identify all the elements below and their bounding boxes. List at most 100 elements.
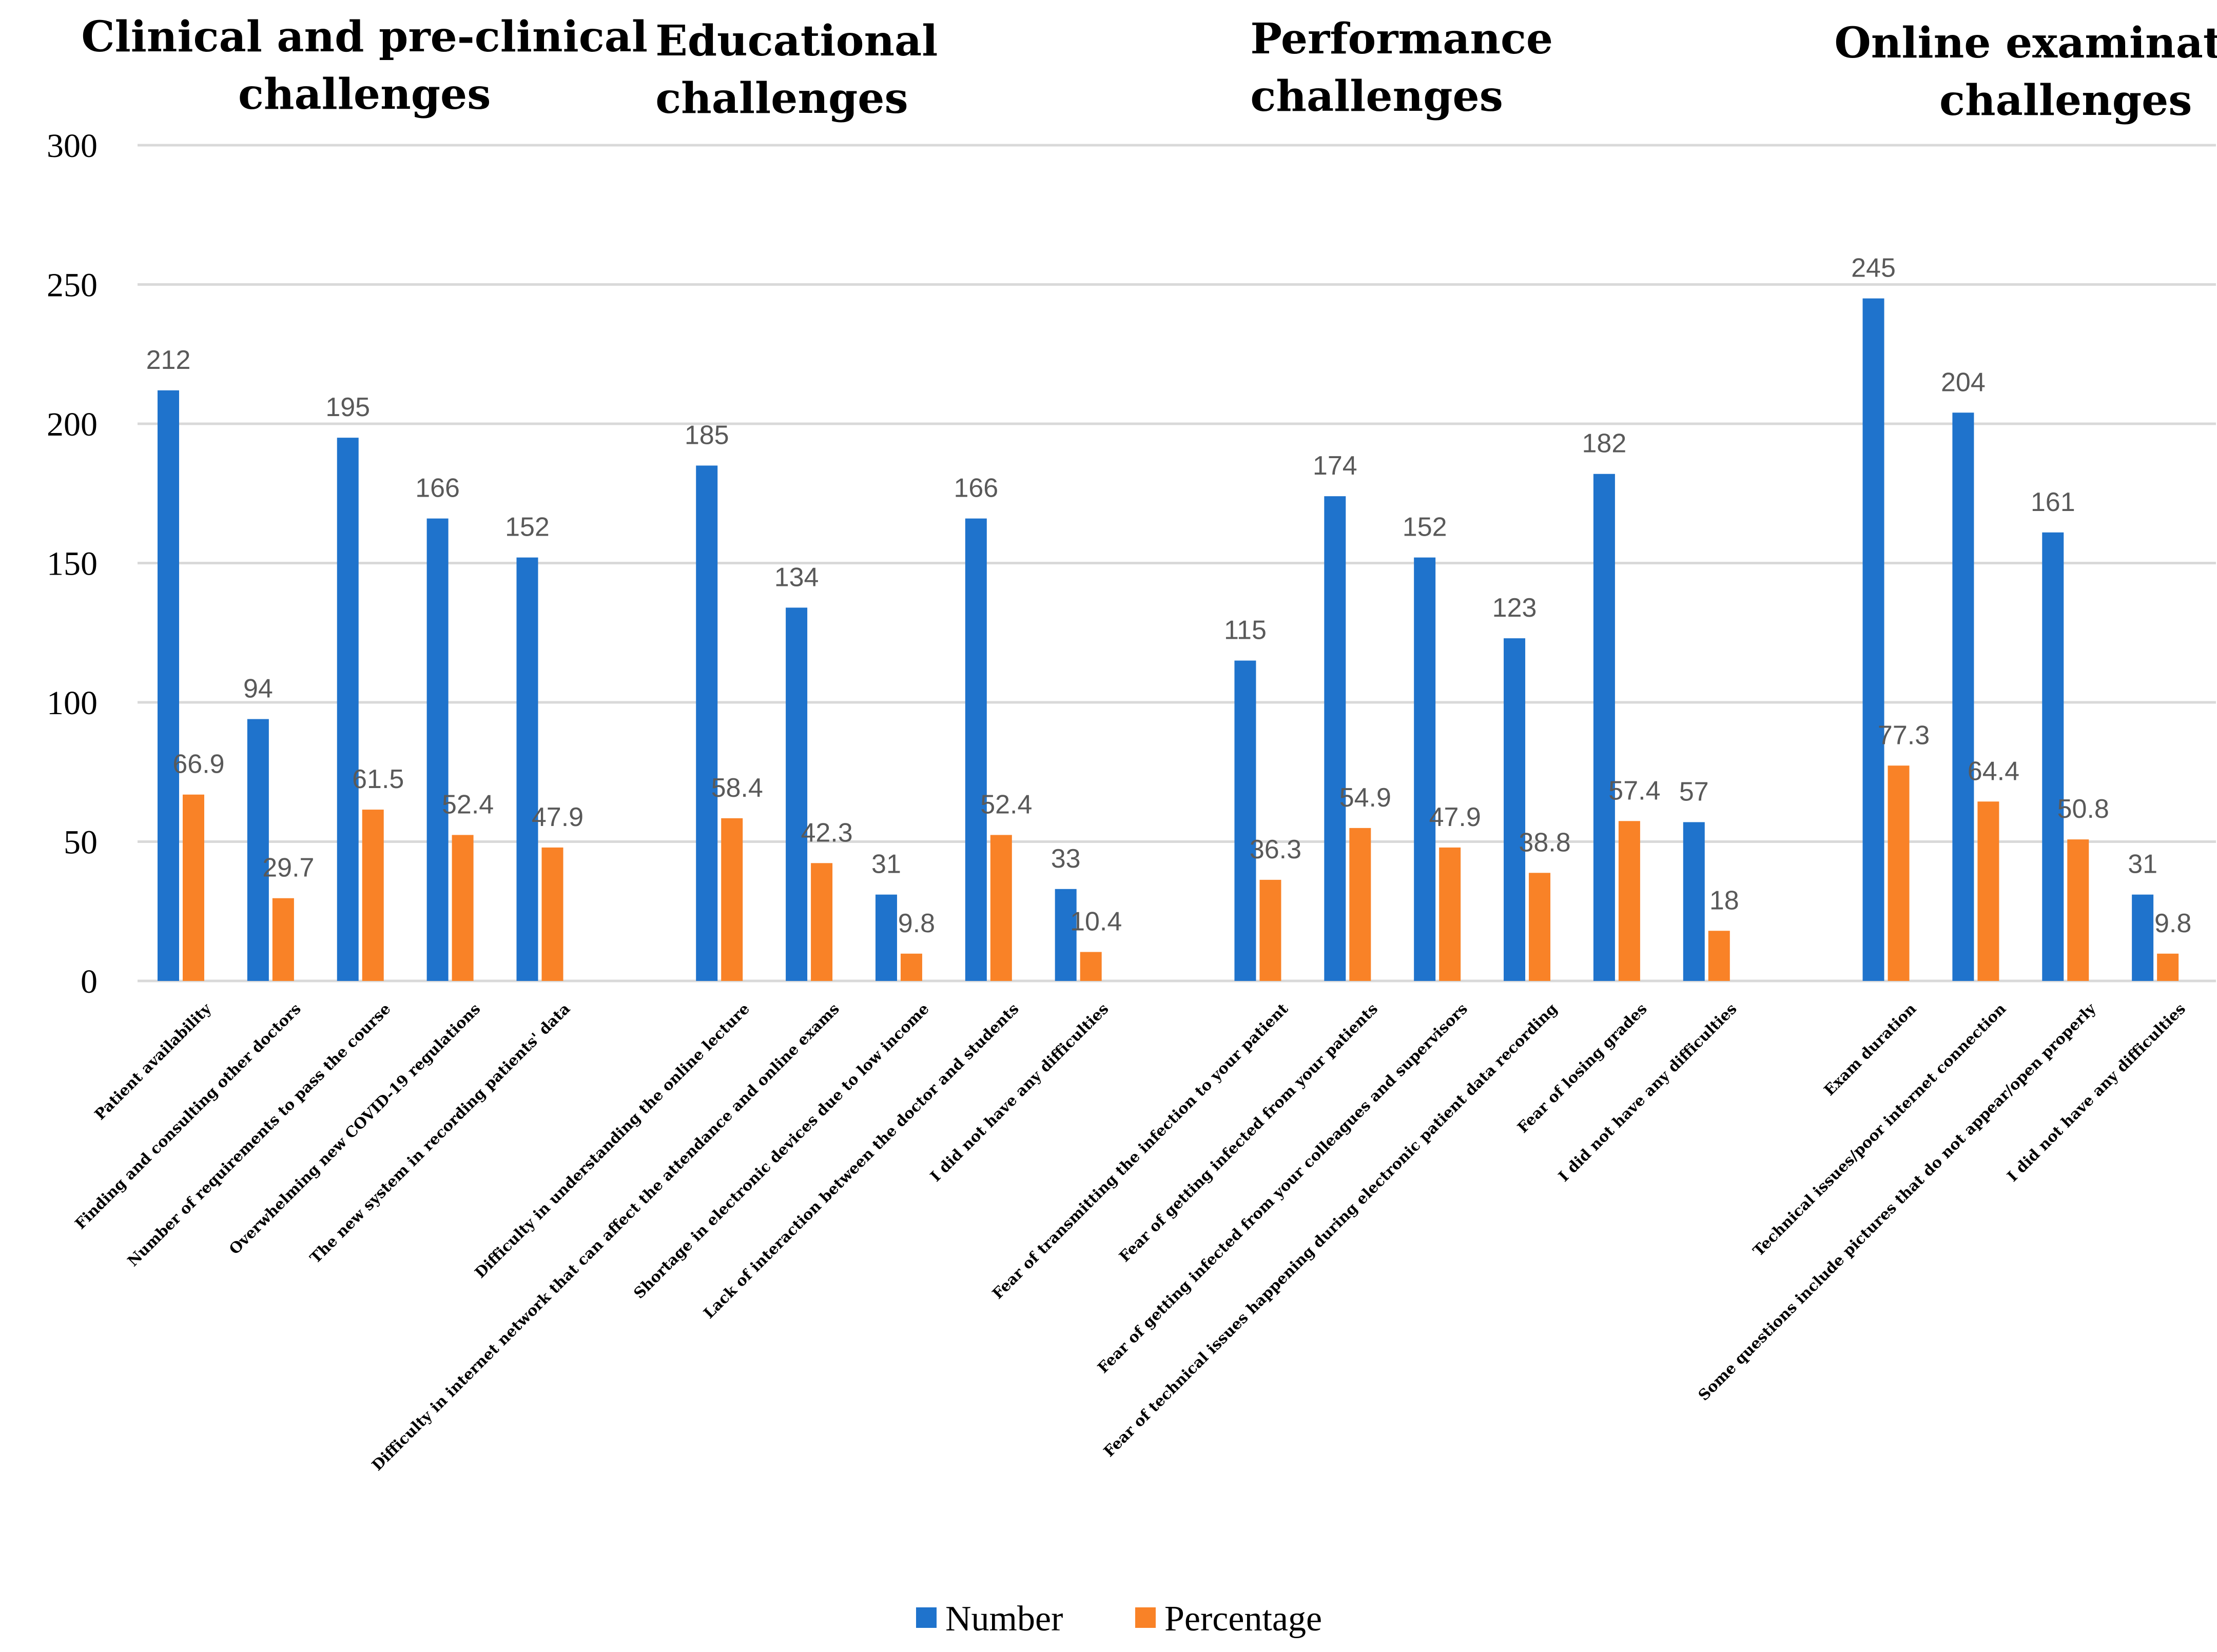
bar-percentage: [1977, 801, 1999, 981]
category-label: Difficulty in internet network that can …: [368, 1000, 843, 1474]
bar-number: [1324, 496, 1346, 981]
data-label-percentage: 9.8: [2154, 909, 2191, 938]
legend-label: Percentage: [1164, 1599, 1322, 1639]
bar-percentage: [1439, 847, 1461, 981]
bar-percentage: [1618, 821, 1640, 981]
bars: [158, 298, 2179, 981]
bar-percentage: [1529, 873, 1551, 981]
data-label-number: 31: [871, 850, 901, 879]
data-label-number: 152: [1403, 513, 1447, 542]
y-tick-label: 200: [47, 406, 98, 443]
data-label-percentage: 42.3: [801, 818, 852, 848]
bar-number: [1414, 557, 1436, 981]
data-label-number: 115: [1224, 616, 1267, 645]
bar-percentage: [452, 835, 474, 981]
bar-number: [965, 518, 987, 981]
bar-number: [516, 557, 538, 981]
bar-percentage: [811, 863, 833, 981]
bar-number: [1234, 660, 1256, 981]
bar-percentage: [1708, 931, 1730, 981]
gridlines: [138, 144, 2216, 982]
data-label-number: 33: [1051, 844, 1081, 874]
category-label: Fear of getting infected from your colle…: [1094, 1000, 1471, 1376]
bar-percentage: [362, 810, 384, 981]
y-tick-label: 300: [47, 127, 98, 165]
data-label-percentage: 38.8: [1519, 828, 1570, 857]
y-tick-label: 100: [47, 684, 98, 722]
bar-number: [2132, 894, 2154, 981]
data-label-percentage: 52.4: [442, 790, 494, 819]
bar-percentage: [1349, 828, 1371, 981]
data-label-percentage: 10.4: [1070, 907, 1122, 937]
legend-swatch: [1135, 1607, 1156, 1628]
group-title: Online examination: [1834, 18, 2217, 68]
data-label-number: 245: [1851, 253, 1896, 283]
bar-percentage: [183, 794, 204, 981]
bar-percentage: [900, 953, 922, 981]
bar-number: [786, 607, 808, 981]
data-label-number: 174: [1313, 451, 1357, 481]
bar-number: [1952, 412, 1974, 981]
data-label-number: 204: [1941, 367, 1986, 397]
y-tick-label: 150: [47, 545, 98, 583]
category-label: Lack of interaction between the doctor a…: [700, 1000, 1022, 1322]
bar-number: [1593, 474, 1615, 981]
data-label-number: 57: [1679, 777, 1709, 807]
data-label-percentage: 66.9: [172, 750, 224, 779]
bar-percentage: [1080, 952, 1102, 981]
data-label-percentage: 36.3: [1250, 835, 1301, 864]
data-label-percentage: 50.8: [2057, 794, 2109, 824]
legend-label: Number: [945, 1599, 1063, 1639]
data-label-number: 166: [415, 474, 460, 503]
category-label: Exam duration: [1820, 1000, 1919, 1099]
value-labels: 212 66.9 94 29.7 195 61.5 166 52.4 152 47.9 185 58.…: [146, 253, 2192, 938]
bar-number: [426, 518, 449, 981]
group-title: challenges: [238, 70, 491, 119]
data-label-number: 185: [685, 420, 729, 450]
category-label: I did not have any difficulties: [2004, 1000, 2189, 1185]
y-tick-label: 50: [64, 824, 98, 861]
group-title: Educational: [655, 16, 938, 66]
bar-number: [1504, 638, 1526, 981]
data-label-percentage: 29.7: [262, 853, 314, 883]
group-title: Performance: [1250, 14, 1553, 64]
group-title: Clinical and pre-clinical: [81, 12, 648, 62]
legend: Number Percentage: [916, 1599, 1322, 1639]
group-title: challenges: [655, 74, 908, 123]
group-title: challenges: [1939, 76, 2192, 125]
category-label: I did not have any difficulties: [927, 1000, 1112, 1185]
data-label-number: 134: [774, 562, 819, 592]
bar-percentage: [990, 835, 1012, 981]
data-label-number: 31: [2128, 850, 2157, 879]
data-label-percentage: 52.4: [980, 790, 1032, 819]
y-tick-label: 250: [47, 267, 98, 304]
data-label-number: 161: [2031, 487, 2075, 517]
group-title: challenges: [1250, 72, 1503, 121]
bar-number: [875, 894, 897, 981]
bar-number: [1862, 298, 1884, 981]
data-label-percentage: 47.9: [532, 802, 584, 832]
group-titles: Clinical and pre-clinicalchallengesEduca…: [81, 12, 2217, 125]
bar-number: [337, 438, 359, 981]
category-label: Fear of transmitting the infection to yo…: [989, 999, 1292, 1302]
data-label-percentage: 58.4: [711, 773, 763, 803]
bar-number: [158, 390, 179, 981]
data-label-percentage: 9.8: [898, 909, 935, 938]
bar-number: [2042, 532, 2064, 981]
data-label-number: 123: [1492, 593, 1537, 623]
bar-number: [696, 465, 718, 981]
data-label-percentage: 77.3: [1878, 720, 1930, 750]
category-label: I did not have any difficulties: [1555, 1000, 1740, 1185]
bar-percentage: [2157, 953, 2179, 981]
bar-percentage: [1259, 879, 1281, 981]
bar-number: [1683, 822, 1705, 981]
data-label-number: 94: [243, 674, 273, 704]
bar-number: [1055, 889, 1077, 981]
bar-percentage: [721, 818, 743, 981]
data-label-percentage: 57.4: [1608, 776, 1660, 805]
data-label-number: 152: [505, 513, 550, 542]
data-label-percentage: 61.5: [352, 764, 404, 794]
category-label: Some questions include pictures that do …: [1695, 999, 2099, 1404]
